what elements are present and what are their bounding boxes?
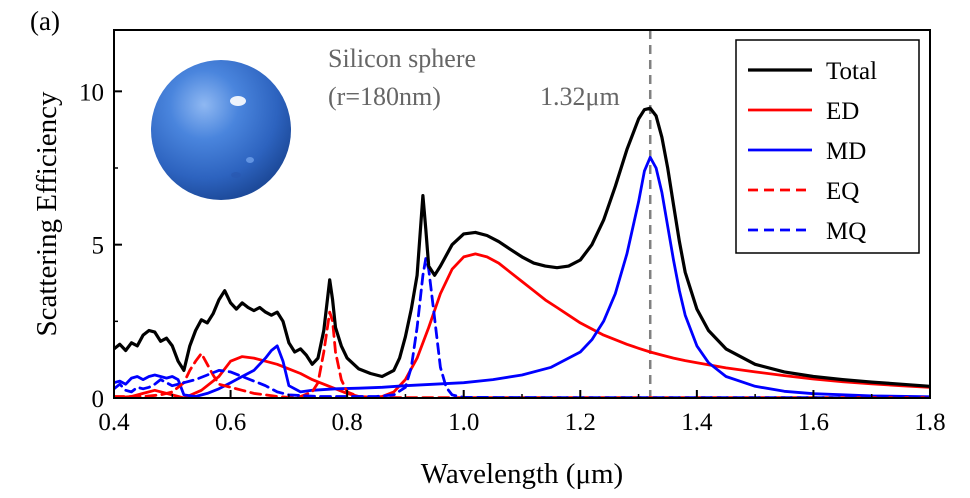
legend-items: Total ED MD EQ MQ: [748, 58, 877, 245]
legend: Total ED MD EQ MQ: [735, 39, 920, 254]
x-tick-label: 0.6: [215, 409, 246, 436]
x-tick-label: 1.6: [798, 409, 829, 436]
y-tick-label: 0: [92, 386, 105, 413]
y-axis-title: Scattering Efficiency: [31, 91, 63, 337]
x-tick-label: 0.4: [98, 409, 130, 436]
legend-label-total: Total: [826, 58, 877, 85]
series-line-total: [114, 106, 930, 388]
silicon-sphere-illustration: [151, 60, 291, 200]
legend-label-eq: EQ: [826, 178, 859, 205]
x-tick-label: 1.4: [681, 409, 713, 436]
x-tick-label: 0.8: [332, 409, 363, 436]
annotation-silicon-sphere: Silicon sphere: [328, 44, 476, 73]
y-tick-label: 5: [92, 233, 105, 260]
series-line-ed: [114, 252, 930, 398]
legend-box: [735, 39, 920, 254]
legend-label-ed: ED: [826, 98, 859, 125]
x-tick-label: 1.0: [448, 409, 479, 436]
annotation-peak-wavelength: 1.32μm: [540, 82, 620, 111]
legend-label-md: MD: [826, 138, 866, 165]
annotation-radius: (r=180nm): [328, 82, 441, 111]
series-line-md: [114, 155, 930, 398]
ticks-layer: 0.4 0.6 0.8 1.0 1.2 1.4 1.6 1.8 0 5 10: [79, 79, 946, 436]
series-line-eq: [114, 310, 930, 398]
panel-label: (a): [30, 6, 60, 36]
legend-label-mq: MQ: [826, 218, 866, 245]
x-tick-label: 1.8: [914, 409, 945, 436]
x-axis-title: Wavelength (μm): [421, 458, 623, 490]
series-line-mq: [114, 257, 930, 398]
x-tick-label: 1.2: [565, 409, 596, 436]
y-tick-label: 10: [79, 79, 104, 106]
